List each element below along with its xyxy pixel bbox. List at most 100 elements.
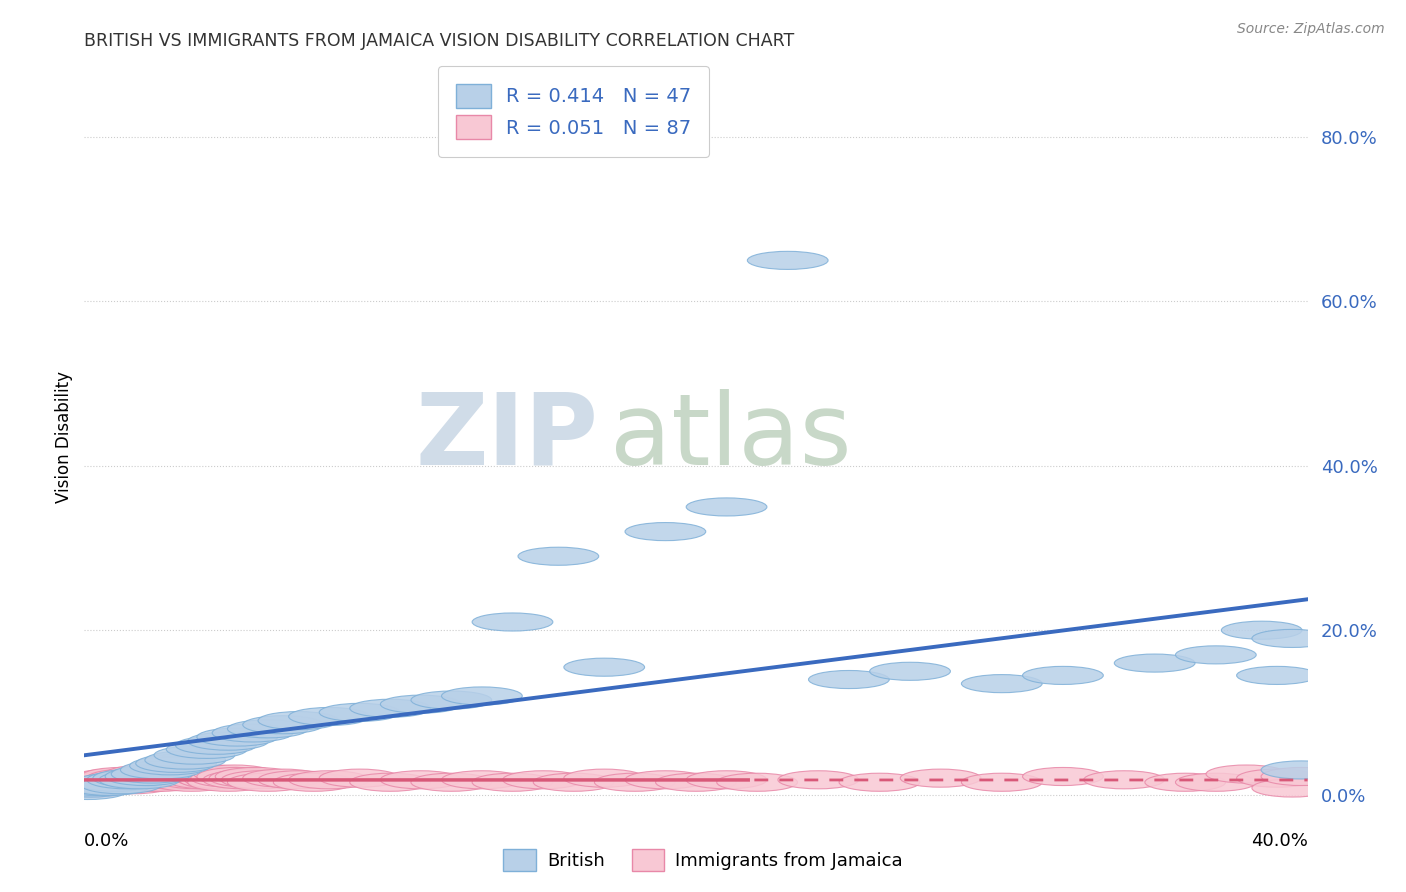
Ellipse shape [69, 773, 149, 791]
Ellipse shape [381, 695, 461, 714]
Ellipse shape [686, 498, 766, 516]
Text: ZIP: ZIP [415, 389, 598, 485]
Ellipse shape [517, 547, 599, 566]
Ellipse shape [1115, 654, 1195, 673]
Ellipse shape [717, 773, 797, 791]
Ellipse shape [69, 777, 149, 796]
Ellipse shape [155, 746, 235, 764]
Ellipse shape [212, 724, 292, 742]
Ellipse shape [1022, 767, 1104, 786]
Ellipse shape [132, 767, 214, 786]
Ellipse shape [1237, 769, 1317, 787]
Ellipse shape [202, 771, 284, 789]
Ellipse shape [626, 523, 706, 541]
Ellipse shape [209, 769, 290, 787]
Ellipse shape [839, 773, 920, 791]
Ellipse shape [441, 771, 522, 789]
Ellipse shape [75, 773, 155, 791]
Text: 40.0%: 40.0% [1251, 832, 1308, 850]
Ellipse shape [127, 769, 207, 787]
Ellipse shape [145, 769, 225, 787]
Ellipse shape [111, 773, 193, 791]
Ellipse shape [121, 773, 201, 791]
Ellipse shape [129, 771, 211, 789]
Ellipse shape [191, 769, 271, 787]
Ellipse shape [1022, 666, 1104, 684]
Ellipse shape [129, 756, 211, 775]
Ellipse shape [1237, 666, 1317, 684]
Ellipse shape [1175, 646, 1256, 664]
Ellipse shape [150, 773, 232, 791]
Ellipse shape [778, 771, 859, 789]
Ellipse shape [145, 751, 225, 769]
Ellipse shape [59, 777, 141, 796]
Text: atlas: atlas [610, 389, 852, 485]
Ellipse shape [1261, 761, 1341, 779]
Ellipse shape [188, 732, 269, 750]
Ellipse shape [188, 773, 269, 791]
Ellipse shape [176, 736, 256, 755]
Ellipse shape [350, 773, 430, 791]
Text: Source: ZipAtlas.com: Source: ZipAtlas.com [1237, 22, 1385, 37]
Ellipse shape [441, 687, 522, 705]
Ellipse shape [411, 691, 492, 709]
Ellipse shape [179, 771, 259, 789]
Ellipse shape [98, 771, 180, 789]
Ellipse shape [62, 776, 143, 794]
Ellipse shape [80, 767, 162, 786]
Ellipse shape [197, 728, 277, 746]
Ellipse shape [228, 720, 308, 738]
Ellipse shape [962, 674, 1042, 693]
Ellipse shape [243, 769, 323, 787]
Ellipse shape [87, 769, 167, 787]
Ellipse shape [472, 613, 553, 631]
Ellipse shape [53, 777, 134, 796]
Ellipse shape [1251, 779, 1333, 797]
Ellipse shape [381, 771, 461, 789]
Ellipse shape [96, 771, 177, 789]
Ellipse shape [1175, 773, 1256, 791]
Ellipse shape [105, 765, 186, 783]
Ellipse shape [75, 771, 155, 789]
Ellipse shape [626, 771, 706, 789]
Ellipse shape [136, 755, 217, 772]
Ellipse shape [194, 765, 274, 783]
Legend: British, Immigrants from Jamaica: British, Immigrants from Jamaica [496, 842, 910, 879]
Ellipse shape [1251, 630, 1333, 648]
Text: 0.0%: 0.0% [84, 832, 129, 850]
Ellipse shape [655, 773, 737, 791]
Ellipse shape [59, 776, 141, 794]
Ellipse shape [98, 773, 180, 791]
Ellipse shape [139, 765, 219, 783]
Ellipse shape [243, 715, 323, 734]
Ellipse shape [124, 767, 204, 786]
Ellipse shape [259, 771, 339, 789]
Ellipse shape [163, 769, 245, 787]
Ellipse shape [51, 779, 131, 797]
Ellipse shape [84, 771, 165, 789]
Ellipse shape [1261, 767, 1341, 786]
Ellipse shape [288, 707, 370, 725]
Ellipse shape [105, 767, 186, 786]
Ellipse shape [870, 662, 950, 681]
Ellipse shape [142, 767, 222, 786]
Ellipse shape [181, 767, 263, 786]
Ellipse shape [273, 773, 354, 791]
Ellipse shape [93, 776, 174, 794]
Ellipse shape [51, 776, 131, 794]
Ellipse shape [533, 773, 614, 791]
Ellipse shape [166, 771, 247, 789]
Ellipse shape [111, 765, 193, 783]
Ellipse shape [155, 767, 235, 786]
Legend: R = 0.414   N = 47, R = 0.051   N = 87: R = 0.414 N = 47, R = 0.051 N = 87 [439, 66, 709, 157]
Ellipse shape [748, 252, 828, 269]
Ellipse shape [1084, 771, 1164, 789]
Ellipse shape [46, 777, 128, 796]
Ellipse shape [77, 773, 159, 791]
Ellipse shape [900, 769, 981, 787]
Ellipse shape [56, 777, 136, 796]
Ellipse shape [72, 769, 152, 787]
Ellipse shape [288, 771, 370, 789]
Ellipse shape [121, 761, 201, 779]
Text: BRITISH VS IMMIGRANTS FROM JAMAICA VISION DISABILITY CORRELATION CHART: BRITISH VS IMMIGRANTS FROM JAMAICA VISIO… [84, 32, 794, 50]
